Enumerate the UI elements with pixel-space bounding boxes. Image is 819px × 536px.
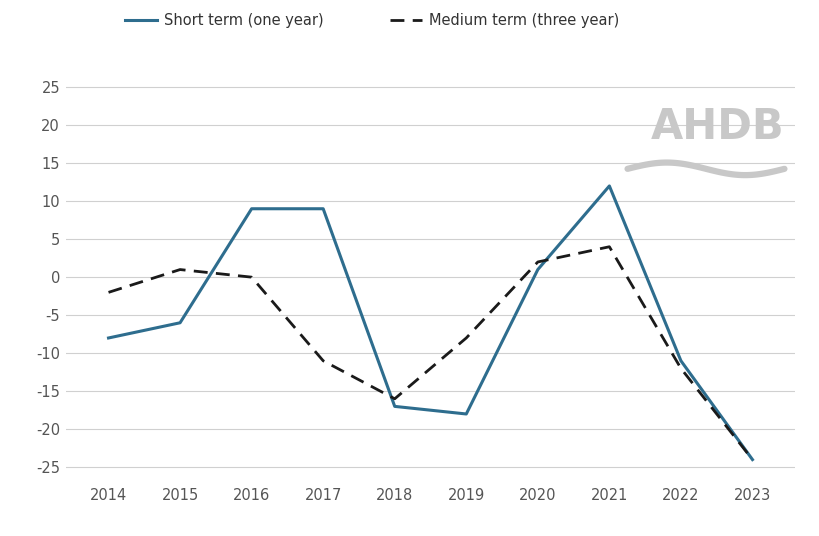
Text: AHDB: AHDB — [650, 106, 784, 148]
Legend: Short term (one year), Medium term (three year): Short term (one year), Medium term (thre… — [119, 7, 624, 33]
